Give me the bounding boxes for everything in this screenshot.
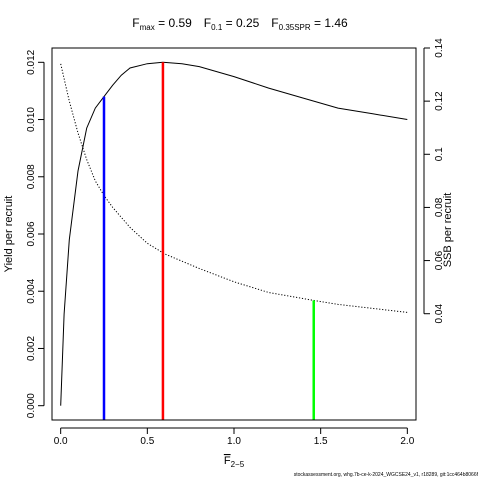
y-right-axis-label: SSB per recruit [442,193,454,268]
data-lines [60,61,408,406]
title-f-value: = 1.46 [311,16,348,30]
y-right-tick-label: 0.06 [434,250,445,270]
x-tick-label: 1.0 [227,436,241,447]
x-axis-label-subscript: 2−5 [231,460,245,469]
y-right-tick-label: 0.12 [434,91,445,111]
reference-lines [102,62,315,420]
y-axis-left: 0.000 0.002 0.004 0.006 0.008 0.010 0.012 [26,49,45,418]
ssb-per-recruit-line [60,63,408,313]
title-f-symbol: F [132,16,139,30]
title-f-subscript: 0.1 [211,23,223,32]
title-f-symbol: F [259,16,278,30]
axis-labels: F2−5 Yield per recruit SSB per recruit [3,193,454,469]
chart-title: Fmax = 0.59 F0.1 = 0.25 F0.35SPR = 1.46 [132,16,348,32]
y-left-tick-label: 0.002 [26,336,37,361]
plot-frame [51,47,417,421]
title-f-subscript: 0.35SPR [279,23,311,32]
x-axis: 0.0 0.5 1.0 1.5 2.0 [54,427,415,447]
y-axis-right: 0.04 0.06 0.08 0.1 0.12 0.14 [423,38,445,324]
y-left-tick-label: 0.000 [26,393,37,418]
y-right-tick-label: 0.08 [434,197,445,217]
yield-per-recruit-line [60,61,408,406]
y-left-tick-label: 0.008 [26,164,37,189]
y-right-tick-label: 0.1 [434,147,445,161]
y-left-tick-label: 0.010 [26,107,37,132]
x-tick-label: 0.5 [140,436,154,447]
y-right-tick-label: 0.14 [434,38,445,58]
y-left-tick-label: 0.006 [26,221,37,246]
title-f-value: = 0.25 [222,16,259,30]
x-axis-label-symbol: F [224,455,231,467]
title-f-symbol: F [192,16,211,30]
title-text: Fmax = 0.59 F0.1 = 0.25 F0.35SPR = 1.46 [132,16,348,32]
title-f-subscript: max [140,23,155,32]
y-left-tick-label: 0.004 [26,278,37,303]
y-right-tick-label: 0.04 [434,304,445,324]
y-left-tick-label: 0.012 [26,49,37,74]
y-left-axis-label: Yield per recruit [3,196,15,273]
x-tick-label: 1.5 [314,436,328,447]
footer-text: stockassessment.org, whg.7b-ce-k-2024_WG… [294,472,479,478]
title-f-value: = 0.59 [155,16,192,30]
x-tick-label: 0.0 [54,436,68,447]
x-tick-label: 2.0 [400,436,414,447]
x-axis-label: F2−5 [224,455,245,469]
